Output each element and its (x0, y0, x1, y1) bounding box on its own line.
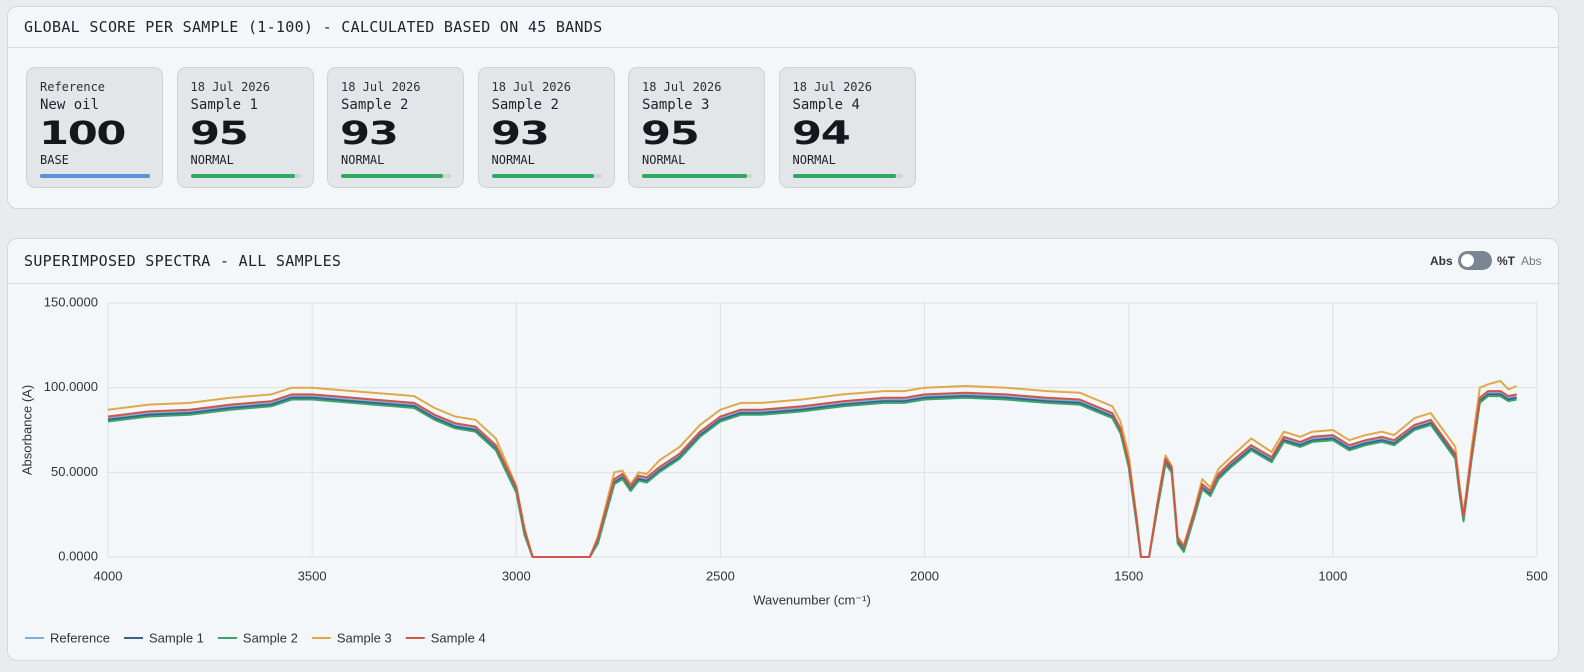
x-tick-label: 4000 (94, 568, 123, 583)
score-track (341, 174, 451, 178)
y-tick-label: 100.0000 (44, 379, 98, 394)
score-card[interactable]: 18 Jul 2026 Sample 3 95 NORMAL (628, 67, 765, 188)
x-tick-label: 2500 (706, 568, 735, 583)
score-bar (642, 174, 747, 178)
spectrum-line (107, 379, 1517, 558)
spectrum-line (107, 391, 1517, 558)
x-axis-label: Wavenumber (cm⁻¹) (753, 592, 871, 607)
separator (8, 283, 1558, 284)
card-date: 18 Jul 2026 (642, 80, 722, 94)
card-status: NORMAL (792, 153, 836, 167)
legend-label: Sample 2 (243, 630, 298, 645)
y-tick-label: 50.0000 (51, 464, 98, 479)
score-bar (40, 174, 150, 178)
card-status: NORMAL (190, 153, 234, 167)
score-track (190, 174, 301, 178)
x-tick-label: 3000 (502, 568, 531, 583)
score-bar (491, 174, 594, 178)
card-score: 94 (791, 114, 851, 152)
score-card[interactable]: 18 Jul 2026 Sample 1 95 NORMAL (176, 67, 314, 188)
card-name: Sample 2 (491, 97, 559, 113)
spectrum-line (107, 390, 1517, 558)
legend-label: Sample 1 (149, 630, 204, 645)
card-status: NORMAL (642, 153, 686, 167)
separator (8, 47, 1558, 48)
card-name: Sample 1 (190, 97, 258, 113)
panel-title: SUPERIMPOSED SPECTRA - ALL SAMPLES (24, 252, 342, 270)
score-track (40, 174, 150, 178)
card-date: Reference (40, 80, 106, 94)
score-bar (792, 174, 896, 178)
legend-label: Reference (50, 630, 110, 645)
legend-label: Sample 3 (337, 630, 392, 645)
legend-label: Sample 4 (431, 630, 486, 645)
card-status: NORMAL (341, 153, 385, 167)
x-tick-label: 500 (1526, 568, 1548, 583)
score-track (642, 174, 752, 178)
toggle-knob (1461, 254, 1474, 267)
toggle-switch[interactable] (1458, 251, 1492, 270)
card-score: 95 (641, 114, 700, 152)
x-tick-label: 1500 (1114, 568, 1143, 583)
card-name: Sample 2 (341, 97, 409, 113)
panel-title: GLOBAL SCORE PER SAMPLE (1-100) - CALCUL… (24, 18, 603, 36)
toggle-right-label: %T (1497, 254, 1515, 268)
card-score: 93 (340, 114, 399, 152)
card-score: 95 (189, 114, 249, 152)
card-date: 18 Jul 2026 (792, 80, 872, 94)
y-axis-label: Absorbance (A) (19, 385, 34, 475)
score-bar (190, 174, 295, 178)
card-date: 18 Jul 2026 (341, 80, 421, 94)
toggle-left-label: Abs (1430, 254, 1453, 268)
card-score: 100 (39, 114, 126, 152)
x-tick-label: 1000 (1318, 568, 1347, 583)
x-tick-label: 3500 (298, 568, 327, 583)
score-panel: GLOBAL SCORE PER SAMPLE (1-100) - CALCUL… (7, 6, 1559, 209)
score-card[interactable]: 18 Jul 2026 Sample 4 94 NORMAL (778, 67, 916, 188)
score-track (491, 174, 602, 178)
spectrum-line (107, 395, 1517, 558)
card-status: BASE (40, 153, 69, 167)
card-score: 93 (490, 114, 550, 152)
card-name: Sample 3 (642, 97, 710, 113)
y-tick-label: 150.0000 (44, 294, 98, 309)
score-card[interactable]: 18 Jul 2026 Sample 2 93 NORMAL (327, 67, 464, 188)
score-card[interactable]: 18 Jul 2026 Sample 2 93 NORMAL (477, 67, 615, 188)
toggle-state: Abs (1521, 254, 1542, 268)
card-date: 18 Jul 2026 (491, 80, 571, 94)
card-date: 18 Jul 2026 (190, 80, 270, 94)
score-track (792, 174, 903, 178)
x-tick-label: 2000 (910, 568, 939, 583)
score-bar (341, 174, 444, 178)
card-status: NORMAL (491, 153, 535, 167)
card-name: Sample 4 (792, 97, 860, 113)
y-tick-label: 0.0000 (58, 548, 98, 563)
spectrum-line (107, 393, 1517, 558)
card-name: New oil (40, 97, 100, 113)
score-card[interactable]: Reference New oil 100 BASE (26, 67, 163, 188)
spectra-panel: SUPERIMPOSED SPECTRA - ALL SAMPLES Abs %… (7, 238, 1559, 661)
